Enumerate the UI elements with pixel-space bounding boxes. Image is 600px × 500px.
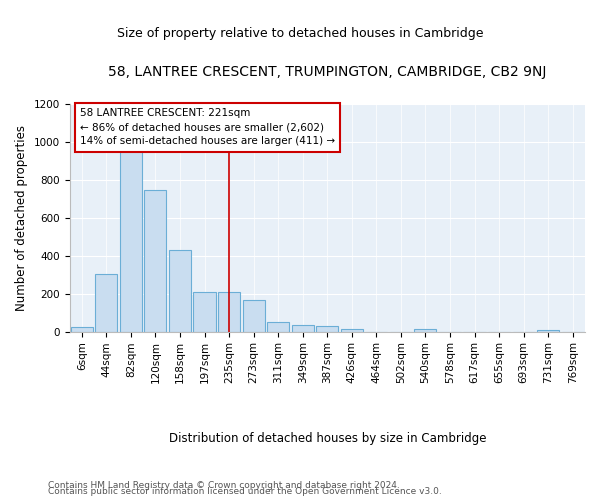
X-axis label: Distribution of detached houses by size in Cambridge: Distribution of detached houses by size … [169, 432, 486, 445]
Text: Contains HM Land Registry data © Crown copyright and database right 2024.: Contains HM Land Registry data © Crown c… [48, 481, 400, 490]
Bar [145, 190, 166, 332]
Bar [242, 300, 265, 332]
Bar [218, 292, 240, 332]
Text: 58 LANTREE CRESCENT: 221sqm
← 86% of detached houses are smaller (2,602)
14% of : 58 LANTREE CRESCENT: 221sqm ← 86% of det… [80, 108, 335, 146]
Bar [193, 292, 215, 332]
Bar [537, 330, 559, 332]
Title: 58, LANTREE CRESCENT, TRUMPINGTON, CAMBRIDGE, CB2 9NJ: 58, LANTREE CRESCENT, TRUMPINGTON, CAMBR… [108, 65, 547, 79]
Bar [316, 326, 338, 332]
Bar [120, 148, 142, 332]
Bar [169, 250, 191, 332]
Bar [71, 328, 93, 332]
Text: Size of property relative to detached houses in Cambridge: Size of property relative to detached ho… [117, 28, 483, 40]
Bar [292, 325, 314, 332]
Y-axis label: Number of detached properties: Number of detached properties [15, 124, 28, 310]
Text: Contains public sector information licensed under the Open Government Licence v3: Contains public sector information licen… [48, 487, 442, 496]
Bar [341, 328, 363, 332]
Bar [415, 328, 436, 332]
Bar [267, 322, 289, 332]
Bar [95, 274, 118, 332]
